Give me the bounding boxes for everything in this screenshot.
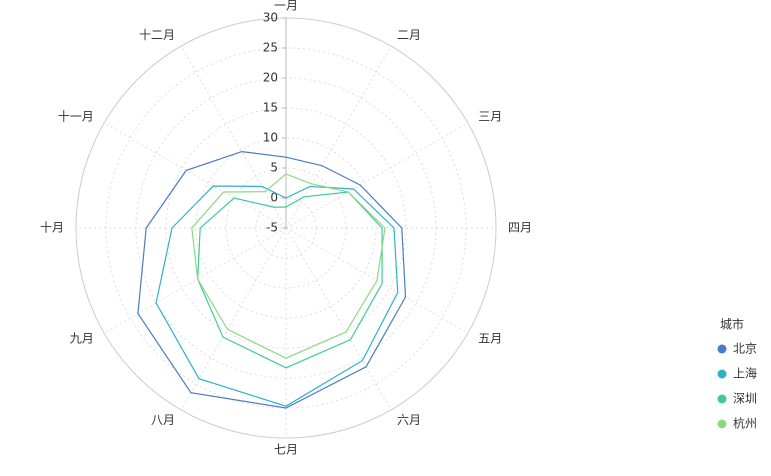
category-label: 六月 bbox=[397, 413, 421, 427]
radial-tick-label: 10 bbox=[263, 131, 278, 145]
spoke bbox=[180, 227, 287, 411]
legend-title: 城市 bbox=[720, 317, 744, 332]
legend-label: 杭州 bbox=[733, 416, 757, 431]
category-label: 五月 bbox=[478, 332, 502, 346]
spoke bbox=[180, 45, 287, 229]
legend-label: 上海 bbox=[733, 366, 757, 381]
category-label: 十二月 bbox=[139, 28, 175, 42]
category-label: 十一月 bbox=[58, 110, 94, 124]
spoke bbox=[103, 227, 287, 334]
legend-marker bbox=[717, 419, 727, 429]
series-line bbox=[137, 151, 407, 409]
radial-tick-label: 5 bbox=[270, 161, 278, 175]
category-label: 七月 bbox=[274, 443, 298, 457]
radial-tick-label: -5 bbox=[266, 221, 278, 235]
category-label: 十月 bbox=[40, 221, 64, 235]
category-label: 九月 bbox=[70, 332, 94, 346]
series-line bbox=[197, 191, 383, 369]
category-label: 八月 bbox=[151, 413, 175, 427]
legend-marker bbox=[717, 369, 727, 379]
legend-marker bbox=[717, 344, 727, 354]
radial-tick-label: 30 bbox=[263, 11, 278, 25]
legend-label: 深圳 bbox=[733, 392, 757, 406]
series-line bbox=[155, 185, 399, 407]
category-label: 四月 bbox=[508, 221, 532, 235]
radial-tick-label: 15 bbox=[263, 101, 278, 115]
spoke bbox=[285, 227, 392, 411]
radial-tick-label: 0 bbox=[270, 191, 278, 205]
radial-tick-label: 25 bbox=[263, 41, 278, 55]
series-line bbox=[191, 173, 386, 359]
spoke bbox=[103, 122, 287, 229]
spoke bbox=[285, 122, 469, 229]
legend-label: 北京 bbox=[733, 342, 757, 356]
legend-marker bbox=[717, 394, 727, 404]
category-label: 三月 bbox=[478, 110, 502, 124]
category-label: 二月 bbox=[397, 28, 421, 42]
radial-tick-label: 20 bbox=[263, 71, 278, 85]
category-label: 一月 bbox=[274, 0, 298, 13]
